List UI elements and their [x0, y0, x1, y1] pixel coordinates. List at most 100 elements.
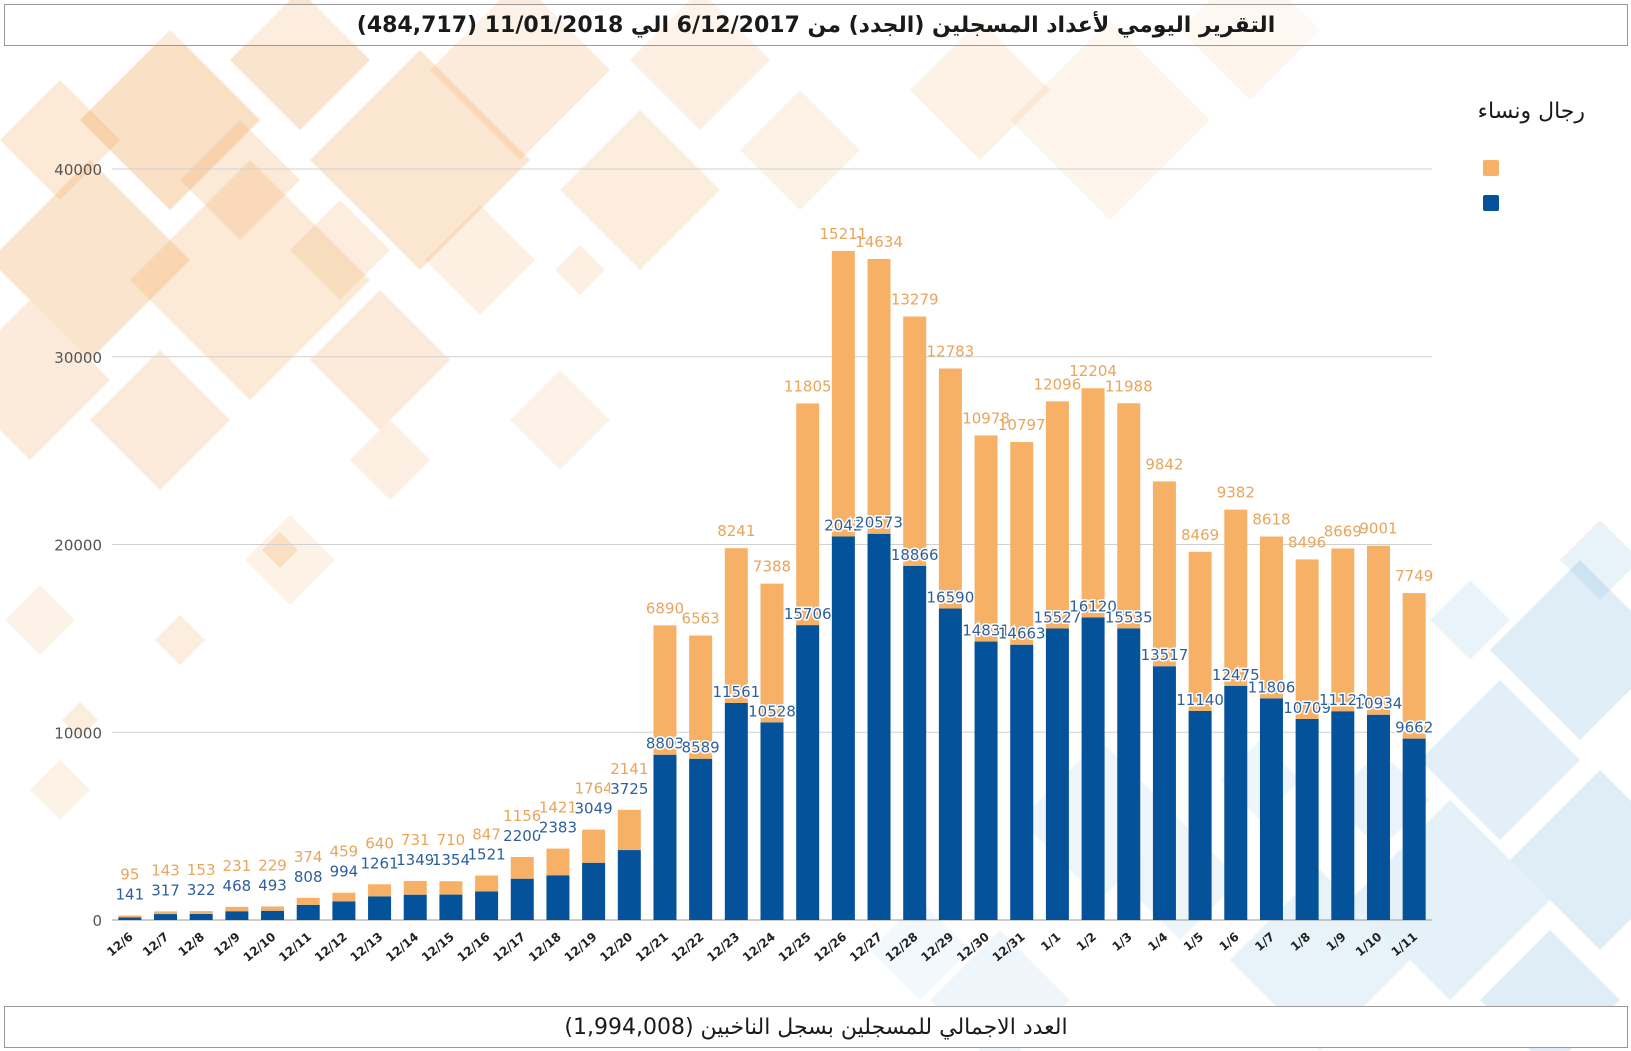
decor-diamond-cool: [870, 900, 970, 1000]
bar-men: [1295, 718, 1319, 920]
decor-diamond-warm: [130, 160, 370, 400]
bar-women: [724, 548, 748, 703]
value-label-men: 14663: [998, 625, 1046, 643]
decor-diamond-warm: [262, 532, 298, 568]
x-tick-label: 1/7: [1252, 930, 1277, 954]
bar-men: [439, 894, 463, 920]
decor-diamond-cool: [1560, 520, 1631, 600]
value-label-women: 229: [258, 856, 287, 874]
value-label-men: 1261: [360, 854, 398, 872]
y-tick-label: 10000: [54, 724, 102, 742]
value-label-men: 468: [223, 877, 252, 895]
value-label-men: 15706: [784, 605, 832, 623]
value-label-women: 13279: [891, 290, 939, 308]
value-label-men: 808: [294, 868, 323, 886]
value-label-women: 12783: [927, 343, 975, 361]
legend-swatch-women: [1483, 160, 1499, 176]
bar-men: [154, 914, 178, 920]
x-tick-label: 12/23: [704, 930, 742, 965]
value-label-men: 8803: [646, 735, 684, 753]
value-label-women: 14634: [855, 233, 903, 251]
decor-diamond-warm: [910, 20, 1050, 160]
x-tick-label: 12/18: [526, 930, 564, 965]
value-label-women: 731: [401, 831, 430, 849]
decor-diamond-warm: [180, 120, 300, 240]
bar-men: [938, 608, 962, 920]
value-label-men: 2200: [503, 827, 541, 845]
decor-diamond-warm: [630, 0, 770, 130]
bar-women: [903, 316, 927, 566]
bar-men: [689, 758, 713, 920]
x-tick-label: 12/29: [918, 930, 956, 965]
bar-men: [831, 536, 855, 920]
value-label-men: 11140: [1176, 691, 1224, 709]
bar-men: [225, 911, 249, 920]
bar-men: [261, 910, 285, 920]
x-tick-label: 12/6: [104, 930, 136, 960]
bar-women: [1331, 548, 1355, 712]
decor-diamond-warm: [310, 50, 530, 270]
x-tick-label: 1/1: [1038, 930, 1063, 954]
legend-swatch-men: [1483, 195, 1499, 211]
bar-women: [1081, 388, 1105, 618]
value-label-women: 847: [472, 826, 501, 844]
value-label-men: 1349: [396, 851, 434, 869]
value-label-men: 11120: [1319, 691, 1367, 709]
legend-title: رجال ونساء: [1478, 99, 1585, 124]
value-label-men: 2383: [539, 819, 577, 837]
value-label-women: 1421: [539, 799, 577, 817]
bar-women: [1224, 509, 1248, 686]
bar-women: [974, 435, 998, 642]
bar-women: [510, 856, 534, 879]
x-tick-label: 12/19: [562, 930, 600, 965]
decor-diamond-cool: [1490, 560, 1631, 740]
x-tick-label: 12/22: [669, 930, 707, 965]
decor-diamond-warm: [245, 515, 335, 605]
value-label-men: 1354: [432, 851, 470, 869]
decor-diamond-warm: [740, 90, 860, 210]
x-tick-label: 12/14: [383, 930, 421, 965]
bar-women: [1152, 481, 1176, 667]
bar-women: [760, 583, 784, 723]
value-label-men: 16120: [1069, 597, 1117, 615]
x-tick-label: 1/5: [1181, 930, 1206, 954]
bar-women: [1402, 593, 1426, 739]
decor-diamond-warm: [5, 585, 75, 655]
value-label-men: 13517: [1141, 646, 1189, 664]
value-label-women: 7388: [753, 558, 791, 576]
decor-diamond-warm: [0, 160, 190, 360]
value-label-women: 374: [294, 848, 323, 866]
bar-women: [189, 911, 213, 914]
bar-women: [1259, 536, 1283, 699]
value-label-men: 11561: [712, 683, 760, 701]
bar-women: [546, 848, 570, 876]
value-label-men: 493: [258, 876, 287, 894]
value-label-women: 11805: [784, 377, 832, 395]
bar-men: [546, 875, 570, 920]
value-label-men: 10528: [748, 702, 796, 720]
x-tick-label: 12/27: [847, 930, 885, 965]
decor-diamond-warm: [62, 702, 98, 738]
value-label-women: 15211: [819, 225, 867, 243]
title-bar: التقرير اليومي لأعداد المسجلين (الجدد) م…: [4, 4, 1628, 46]
bar-women: [1295, 559, 1319, 719]
bar-women: [582, 829, 606, 863]
y-tick-label: 30000: [54, 349, 102, 367]
bar-women: [831, 250, 855, 537]
bar-men: [1010, 644, 1034, 920]
bar-men: [724, 702, 748, 920]
value-label-men: 2042: [824, 516, 862, 534]
value-label-women: 710: [437, 831, 466, 849]
bar-men: [1366, 714, 1390, 920]
bar-men: [867, 533, 891, 920]
value-label-men: 3049: [575, 800, 613, 818]
bar-men: [1081, 617, 1105, 920]
x-tick-label: 12/25: [776, 930, 814, 965]
x-tick-label: 1/2: [1074, 930, 1099, 954]
bar-men: [760, 722, 784, 920]
value-label-men: 16590: [927, 589, 975, 607]
value-label-men: 20573: [855, 514, 903, 532]
value-label-men: 10709: [1283, 699, 1331, 717]
bar-men: [1259, 698, 1283, 920]
